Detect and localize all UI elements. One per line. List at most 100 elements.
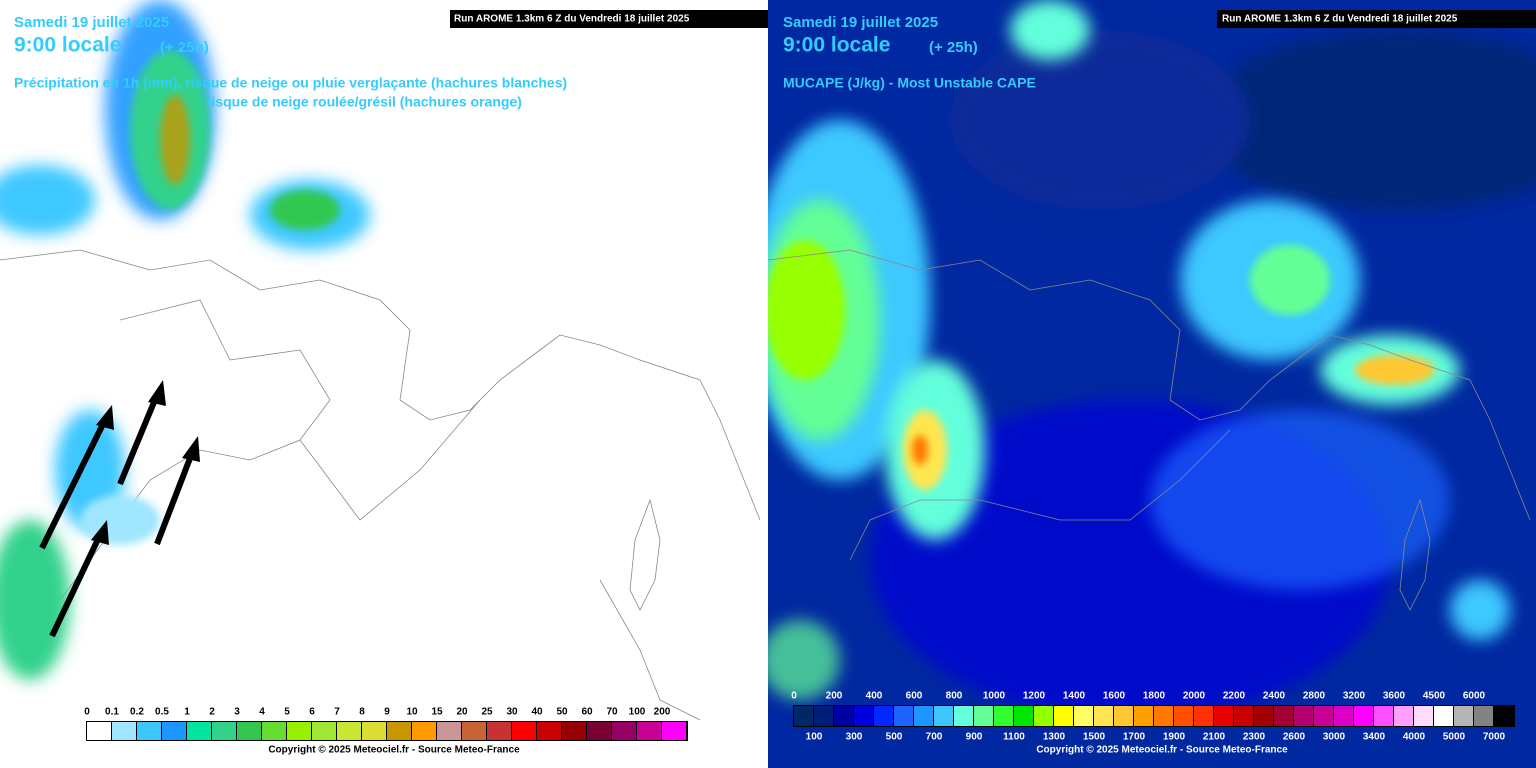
legend-label: 7 <box>334 707 340 718</box>
legend-swatch <box>894 706 913 726</box>
legend-label: 300 <box>846 732 863 743</box>
legend-swatch <box>162 722 186 740</box>
legend-swatch <box>137 722 161 740</box>
cape-panel: Samedi 19 juillet 2025 9:00 locale (+ 25… <box>768 0 1536 768</box>
legend-label: 20 <box>456 707 468 718</box>
legend-swatch <box>1134 706 1153 726</box>
copyright: Copyright © 2025 Meteociel.fr - Source M… <box>268 745 520 756</box>
legend-label: 30 <box>506 707 518 718</box>
legend-label: 4 <box>259 707 265 718</box>
legend-label: 400 <box>866 691 883 702</box>
legend-swatch <box>1274 706 1293 726</box>
legend-label: 0 <box>84 707 90 718</box>
legend-swatch <box>112 722 136 740</box>
legend-swatch <box>934 706 953 726</box>
legend-label: 6000 <box>1463 691 1486 702</box>
legend-swatch <box>1434 706 1453 726</box>
time: 9:00 locale <box>14 34 121 57</box>
date: Samedi 19 juillet 2025 <box>14 14 169 31</box>
legend-swatch <box>1214 706 1233 726</box>
legend-swatch <box>1014 706 1033 726</box>
legend-swatch <box>1474 706 1493 726</box>
legend-label: 1900 <box>1163 732 1186 743</box>
legend-swatch <box>1374 706 1393 726</box>
legend-swatch <box>1074 706 1093 726</box>
legend-label: 15 <box>431 707 443 718</box>
legend-label: 3400 <box>1363 732 1386 743</box>
field-subtitle: risque de neige roulée/grésil (hachures … <box>206 94 522 110</box>
legend-label: 3200 <box>1343 691 1366 702</box>
legend-swatch <box>1154 706 1173 726</box>
legend-label: 2 <box>209 707 215 718</box>
legend-label: 2200 <box>1223 691 1246 702</box>
legend-swatch <box>487 722 511 740</box>
legend-swatch <box>212 722 236 740</box>
legend-swatch <box>1254 706 1273 726</box>
legend-label: 600 <box>906 691 923 702</box>
legend-swatch <box>437 722 461 740</box>
legend-label: 0 <box>791 691 797 702</box>
legend-swatch <box>914 706 933 726</box>
legend-label: 4500 <box>1423 691 1446 702</box>
legend-swatch <box>287 722 311 740</box>
legend-swatch <box>954 706 973 726</box>
time: 9:00 locale <box>783 34 890 57</box>
lead-time: (+ 25h) <box>160 39 209 56</box>
legend-swatch <box>662 722 686 740</box>
legend-label: 900 <box>966 732 983 743</box>
legend-swatch <box>1034 706 1053 726</box>
legend-label: 1700 <box>1123 732 1146 743</box>
legend-label: 1000 <box>983 691 1006 702</box>
legend-label: 800 <box>946 691 963 702</box>
legend-label: 25 <box>481 707 493 718</box>
legend-label: 100 <box>806 732 823 743</box>
legend-label: 2100 <box>1203 732 1226 743</box>
arrows <box>39 380 200 638</box>
legend: 0 0.1 0.2 0.5 1 2 3 4 5 6 7 8 9 10 15 20 25 30 40 50 60 70 100… <box>84 707 688 741</box>
legend-swatch <box>1454 706 1473 726</box>
legend-swatch <box>237 722 261 740</box>
legend-swatch <box>1294 706 1313 726</box>
legend-swatch <box>187 722 211 740</box>
legend-label: 4000 <box>1403 732 1426 743</box>
legend-label: 40 <box>531 707 543 718</box>
legend-label: 3000 <box>1323 732 1346 743</box>
legend-swatch <box>1314 706 1333 726</box>
lead-time: (+ 25h) <box>929 39 978 56</box>
legend-swatch <box>362 722 386 740</box>
run-box <box>1217 10 1536 28</box>
legend-swatch <box>462 722 486 740</box>
legend-swatch <box>1114 706 1133 726</box>
precip-panel: Samedi 19 juillet 2025 9:00 locale (+ 25… <box>0 0 768 756</box>
legend-label: 1 <box>184 707 190 718</box>
legend-swatch <box>412 722 436 740</box>
legend-swatch <box>312 722 336 740</box>
legend-label: 0.5 <box>155 707 169 718</box>
cape-field <box>768 0 1536 720</box>
legend-label: 2300 <box>1243 732 1266 743</box>
legend-label: 10 <box>406 707 418 718</box>
legend-label: 3 <box>234 707 240 718</box>
legend-label: 200 <box>826 691 843 702</box>
legend-swatch <box>337 722 361 740</box>
legend-swatch <box>834 706 853 726</box>
field-title: Précipitation en 1h (mm), risque de neig… <box>14 75 567 91</box>
legend-label: 0.1 <box>105 707 119 718</box>
borders <box>768 249 1531 611</box>
legend-swatch <box>854 706 873 726</box>
legend-label: 1200 <box>1023 691 1046 702</box>
legend-label: 1100 <box>1003 732 1025 743</box>
legend-swatch <box>1174 706 1193 726</box>
legend-swatch <box>974 706 993 726</box>
field-title: MUCAPE (J/kg) - Most Unstable CAPE <box>783 75 1036 91</box>
legend-swatch <box>262 722 286 740</box>
legend-swatch <box>387 722 411 740</box>
legend-label: 100 <box>629 707 646 718</box>
run-info: Run AROME 1.3km 6 Z du Vendredi 18 juill… <box>454 14 690 25</box>
legend-swatch <box>1494 706 1513 726</box>
legend-swatch <box>612 722 636 740</box>
legend-swatch <box>1194 706 1213 726</box>
legend-swatch <box>587 722 611 740</box>
legend-label: 6 <box>309 707 315 718</box>
